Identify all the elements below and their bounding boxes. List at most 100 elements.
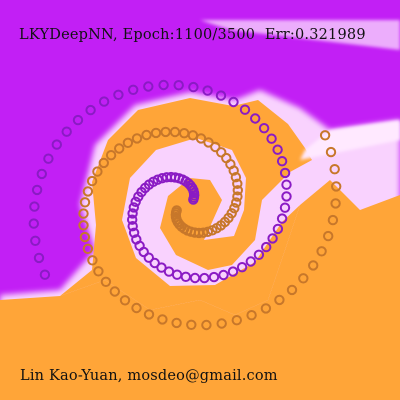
class-a-point — [33, 252, 45, 264]
class-a-point — [250, 113, 261, 124]
class-a-point — [28, 218, 39, 229]
class-b-point — [171, 317, 182, 329]
class-b-point — [226, 208, 237, 219]
class-b-point — [157, 314, 168, 325]
class-a-points — [28, 79, 292, 284]
class-b-point — [119, 295, 131, 306]
class-a-point — [43, 153, 54, 164]
class-b-point — [298, 273, 309, 284]
class-a-point — [85, 104, 96, 116]
class-b-point — [87, 255, 98, 266]
class-a-point — [98, 96, 110, 107]
class-b-point — [231, 197, 242, 208]
class-b-point — [327, 214, 339, 226]
class-b-point — [82, 186, 94, 197]
class-b-point — [286, 284, 298, 296]
class-a-point — [261, 241, 272, 253]
class-a-point — [61, 126, 72, 137]
class-b-region-spiral — [60, 98, 312, 315]
class-b-point — [78, 220, 89, 231]
class-a-point — [245, 256, 257, 267]
class-b-point — [330, 198, 341, 209]
class-a-point — [128, 227, 140, 239]
class-a-point — [228, 96, 239, 108]
class-b-point — [260, 303, 272, 314]
class-a-point — [253, 249, 265, 261]
class-b-point — [216, 318, 227, 329]
class-a-point — [113, 89, 124, 101]
class-a-point — [199, 272, 210, 284]
class-b-point — [98, 157, 110, 169]
class-b-point — [100, 276, 112, 287]
class-a-point — [188, 81, 199, 93]
class-a-point — [149, 257, 160, 269]
class-b-point — [232, 191, 243, 202]
class-a-point — [236, 262, 248, 273]
class-a-point — [29, 201, 40, 212]
boundary-flare-2 — [200, 20, 400, 50]
class-a-point — [218, 269, 229, 281]
class-b-point — [86, 175, 98, 187]
class-b-point — [198, 227, 209, 238]
class-a-point — [157, 173, 168, 184]
class-b-point — [93, 266, 104, 277]
author-credit-text: Lin Kao-Yuan, mosdeo@gmail.com — [20, 368, 278, 384]
class-b-point — [122, 137, 134, 149]
class-b-point — [131, 302, 142, 314]
class-a-point — [279, 167, 291, 179]
class-a-point — [266, 133, 277, 144]
class-a-point — [39, 269, 51, 280]
class-a-point — [208, 271, 220, 283]
class-b-point — [105, 150, 117, 161]
class-b-point — [79, 197, 91, 208]
class-a-point — [31, 184, 43, 196]
class-b-point — [210, 141, 221, 153]
class-b-point — [229, 203, 240, 214]
class-b-point — [79, 231, 91, 243]
class-b-point — [331, 181, 342, 192]
class-b-point — [246, 310, 257, 321]
class-b-point — [329, 164, 340, 175]
class-b-point — [201, 319, 212, 331]
class-a-point — [158, 79, 169, 91]
class-b-point — [308, 260, 319, 271]
class-b-point — [82, 243, 94, 255]
class-b-point — [78, 208, 89, 219]
class-a-point — [36, 168, 47, 180]
class-b-point — [230, 172, 242, 183]
class-a-point — [173, 80, 184, 91]
class-a-point — [128, 84, 139, 96]
class-a-point — [281, 179, 292, 190]
class-a-point — [239, 104, 251, 115]
class-b-point — [231, 315, 243, 326]
class-b-point — [202, 226, 214, 238]
class-a-point — [281, 191, 292, 202]
class-a-point — [130, 196, 141, 208]
class-a-point — [72, 114, 84, 126]
class-a-point — [143, 252, 155, 263]
class-a-point — [51, 139, 62, 150]
class-b-point — [160, 126, 171, 138]
class-a-point — [279, 202, 291, 213]
class-b-region-outer — [0, 180, 400, 400]
class-b-point — [141, 129, 152, 141]
class-a-point — [267, 233, 278, 244]
class-b-point — [143, 309, 155, 320]
class-b-point — [325, 146, 337, 158]
class-b-point — [169, 126, 181, 138]
boundary-flare — [300, 120, 400, 160]
class-a-point — [30, 235, 41, 247]
class-a-point — [189, 272, 201, 284]
class-b-point — [232, 185, 244, 196]
class-a-point — [127, 221, 138, 232]
class-b-point — [216, 147, 227, 158]
class-b-point — [232, 178, 243, 190]
class-a-point — [133, 191, 144, 202]
class-a-point — [128, 202, 140, 213]
class-b-point — [109, 286, 121, 297]
class-a-point — [272, 144, 283, 155]
class-b-point — [114, 143, 125, 154]
class-a-point — [227, 266, 239, 277]
